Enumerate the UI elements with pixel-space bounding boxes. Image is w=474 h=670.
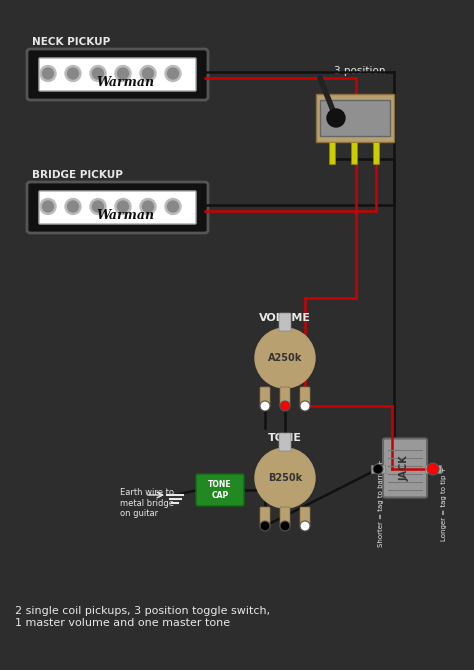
Bar <box>373 142 379 164</box>
FancyBboxPatch shape <box>280 387 290 407</box>
Text: 2 single coil pickups, 3 position toggle switch,
1 master volume and one master : 2 single coil pickups, 3 position toggle… <box>15 606 270 628</box>
Circle shape <box>40 198 56 214</box>
Circle shape <box>43 68 54 79</box>
Circle shape <box>140 198 156 214</box>
Bar <box>371 465 385 473</box>
Circle shape <box>300 401 310 411</box>
Circle shape <box>115 66 131 82</box>
FancyBboxPatch shape <box>260 507 270 527</box>
Circle shape <box>260 401 270 411</box>
Circle shape <box>90 198 106 214</box>
Text: JACK: JACK <box>400 455 410 481</box>
FancyBboxPatch shape <box>39 191 196 224</box>
Text: 3 position: 3 position <box>334 66 386 76</box>
FancyBboxPatch shape <box>383 438 427 498</box>
Text: NECK PICKUP: NECK PICKUP <box>32 37 110 47</box>
Circle shape <box>92 68 103 79</box>
Circle shape <box>143 68 154 79</box>
Text: Warman: Warman <box>96 76 155 89</box>
Circle shape <box>118 201 128 212</box>
Circle shape <box>65 198 81 214</box>
Circle shape <box>167 201 179 212</box>
Text: B250k: B250k <box>268 473 302 483</box>
Circle shape <box>300 521 310 531</box>
Text: Earth wire to
metal bridge
on guitar: Earth wire to metal bridge on guitar <box>120 488 174 518</box>
Circle shape <box>280 521 290 531</box>
Circle shape <box>90 66 106 82</box>
Circle shape <box>65 66 81 82</box>
Text: TONE: TONE <box>268 433 302 443</box>
FancyBboxPatch shape <box>316 94 394 142</box>
Circle shape <box>165 66 181 82</box>
Text: Shorter = tag to barrel +: Shorter = tag to barrel + <box>378 460 384 547</box>
FancyBboxPatch shape <box>27 49 208 100</box>
FancyBboxPatch shape <box>279 313 291 331</box>
Text: Longer = tag to tip +: Longer = tag to tip + <box>441 466 447 541</box>
FancyBboxPatch shape <box>260 387 270 407</box>
Circle shape <box>40 66 56 82</box>
Bar <box>351 142 357 164</box>
FancyBboxPatch shape <box>300 387 310 407</box>
Circle shape <box>167 68 179 79</box>
Circle shape <box>43 201 54 212</box>
Text: A250k: A250k <box>268 353 302 363</box>
Circle shape <box>255 448 315 508</box>
Circle shape <box>115 198 131 214</box>
Bar <box>329 142 335 164</box>
FancyBboxPatch shape <box>196 474 244 506</box>
Circle shape <box>92 201 103 212</box>
FancyBboxPatch shape <box>27 182 208 233</box>
FancyBboxPatch shape <box>279 433 291 451</box>
Circle shape <box>118 68 128 79</box>
Bar <box>425 465 441 473</box>
Circle shape <box>140 66 156 82</box>
Circle shape <box>143 201 154 212</box>
Circle shape <box>327 109 345 127</box>
Circle shape <box>373 464 383 474</box>
Circle shape <box>67 68 79 79</box>
Circle shape <box>255 328 315 388</box>
Text: BRIDGE PICKUP: BRIDGE PICKUP <box>32 170 123 180</box>
FancyBboxPatch shape <box>320 100 390 136</box>
Text: Warman: Warman <box>96 209 155 222</box>
Text: VOLUME: VOLUME <box>259 313 311 323</box>
Text: TONE
CAP: TONE CAP <box>208 480 232 500</box>
Circle shape <box>165 198 181 214</box>
Circle shape <box>260 521 270 531</box>
Circle shape <box>427 463 439 475</box>
FancyBboxPatch shape <box>280 507 290 527</box>
Circle shape <box>280 401 290 411</box>
FancyBboxPatch shape <box>39 58 196 91</box>
FancyBboxPatch shape <box>300 507 310 527</box>
Circle shape <box>67 201 79 212</box>
